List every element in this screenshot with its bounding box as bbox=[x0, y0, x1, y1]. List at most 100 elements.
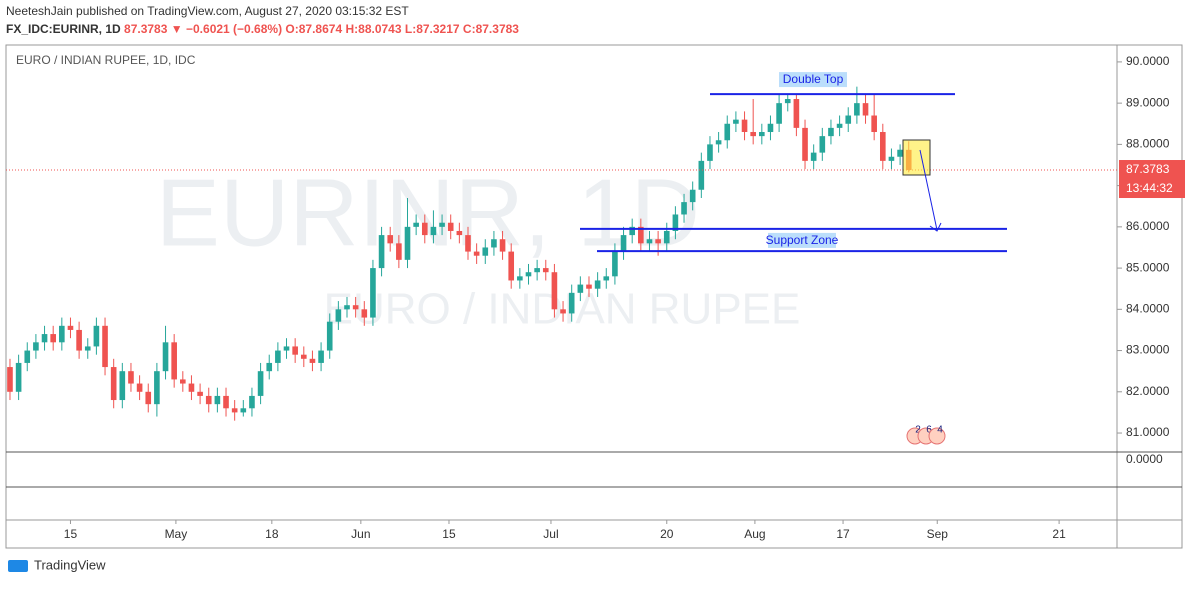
candle-body bbox=[41, 334, 48, 343]
candle-body bbox=[110, 367, 117, 401]
candle-body bbox=[594, 280, 601, 289]
candle-body bbox=[793, 99, 800, 128]
candle-body bbox=[378, 235, 385, 269]
last-price-label: 87.3783 bbox=[1126, 162, 1170, 176]
candle-body bbox=[862, 103, 869, 116]
candle-body bbox=[508, 251, 515, 281]
candle-body bbox=[387, 235, 394, 244]
candle-body bbox=[283, 346, 290, 351]
candle-body bbox=[568, 292, 575, 314]
ohlc-open: O:87.8674 bbox=[285, 22, 342, 36]
candle-body bbox=[214, 395, 221, 405]
candle-body bbox=[300, 354, 307, 359]
candle-body bbox=[275, 350, 281, 363]
candle-body bbox=[266, 362, 273, 372]
candle-body bbox=[560, 309, 566, 314]
x-tick-label: 15 bbox=[64, 527, 78, 541]
candle-body bbox=[171, 342, 177, 380]
x-tick-label: 18 bbox=[265, 527, 279, 541]
candle-body bbox=[465, 235, 471, 252]
annotation-label: Support Zone bbox=[766, 233, 839, 247]
candle-body bbox=[231, 408, 238, 413]
arrow: ▼ bbox=[171, 22, 183, 36]
ohlc-high: H:88.0743 bbox=[345, 22, 401, 36]
candle-body bbox=[344, 305, 350, 310]
candle-body bbox=[223, 395, 229, 409]
watermark: EURINR, 1D bbox=[156, 159, 700, 266]
candle-body bbox=[180, 379, 186, 384]
y-tick-label: 84.0000 bbox=[1126, 301, 1170, 315]
candle-body bbox=[361, 309, 368, 318]
candle-body bbox=[499, 239, 506, 252]
event-badge-label: 4 bbox=[937, 425, 943, 436]
candle-body bbox=[33, 342, 39, 351]
candle-body bbox=[482, 247, 489, 256]
candle-body bbox=[93, 325, 100, 347]
candle-body bbox=[430, 226, 437, 236]
annotation-label-bg bbox=[768, 232, 836, 248]
candle-body bbox=[689, 189, 696, 203]
y-tick-label: 86.0000 bbox=[1126, 219, 1170, 233]
candle-body bbox=[352, 305, 359, 310]
candle-body bbox=[888, 156, 895, 161]
annotation-label: Double Top bbox=[783, 72, 844, 86]
candle-body bbox=[897, 149, 903, 157]
candle-body bbox=[663, 230, 670, 244]
y-tick-label: 89.0000 bbox=[1126, 95, 1170, 109]
event-badge bbox=[928, 427, 946, 445]
candle-body bbox=[197, 391, 203, 396]
candle-body bbox=[586, 284, 592, 289]
x-tick-label: 20 bbox=[660, 527, 674, 541]
candle-body bbox=[854, 103, 860, 116]
change: −0.6021 (−0.68%) bbox=[186, 22, 282, 36]
candle-body bbox=[733, 119, 739, 124]
candle-body bbox=[845, 115, 852, 124]
candle-body bbox=[724, 123, 731, 141]
footer: TradingView bbox=[34, 557, 106, 572]
candle-body bbox=[84, 346, 91, 351]
candle-body bbox=[50, 334, 56, 343]
candle-body bbox=[7, 367, 13, 392]
candle-body bbox=[707, 144, 713, 161]
symbol: FX_IDC:EURINR, 1D bbox=[6, 22, 121, 36]
candle-body bbox=[577, 284, 584, 293]
candle-body bbox=[447, 222, 454, 231]
candle-body bbox=[828, 127, 834, 137]
candle-body bbox=[413, 222, 419, 227]
candle-body bbox=[767, 123, 774, 133]
candle-body bbox=[128, 371, 134, 384]
indicator-tick: 0.0000 bbox=[1126, 452, 1163, 466]
candle-body bbox=[784, 99, 791, 104]
candle-body bbox=[456, 230, 463, 236]
event-badge-label: 6 bbox=[926, 425, 932, 436]
arrow bbox=[919, 149, 938, 231]
watermark: EURO / INDIAN RUPEE bbox=[324, 285, 801, 334]
logo bbox=[8, 560, 28, 572]
ohlc-low: L:87.3217 bbox=[405, 22, 460, 36]
candle-body bbox=[145, 391, 152, 405]
x-tick-label: Jul bbox=[543, 527, 558, 541]
candle-body bbox=[776, 103, 782, 124]
header-symbol: FX_IDC:EURINR, 1D 87.3783 ▼ −0.6021 (−0.… bbox=[6, 22, 519, 36]
candle-body bbox=[698, 160, 705, 190]
candle-body bbox=[188, 383, 195, 392]
y-tick-label: 90.0000 bbox=[1126, 54, 1170, 68]
candle-body bbox=[162, 342, 169, 372]
candle-body bbox=[517, 276, 523, 281]
candle-body bbox=[655, 239, 661, 244]
countdown: 13:44:32 bbox=[1126, 181, 1173, 195]
pane-title: EURO / INDIAN RUPEE, 1D, IDC bbox=[16, 53, 196, 67]
candle-body bbox=[249, 395, 255, 409]
candle-body bbox=[439, 222, 445, 227]
candle-body bbox=[76, 329, 82, 351]
candle-body bbox=[335, 309, 342, 322]
event-badge-label: 2 bbox=[915, 425, 921, 436]
candle-body bbox=[802, 127, 808, 161]
ohlc-close: C:87.3783 bbox=[463, 22, 519, 36]
candle-body bbox=[59, 325, 65, 343]
x-tick-label: Sep bbox=[927, 527, 949, 541]
x-tick-label: 21 bbox=[1052, 527, 1066, 541]
x-tick-label: 17 bbox=[836, 527, 850, 541]
